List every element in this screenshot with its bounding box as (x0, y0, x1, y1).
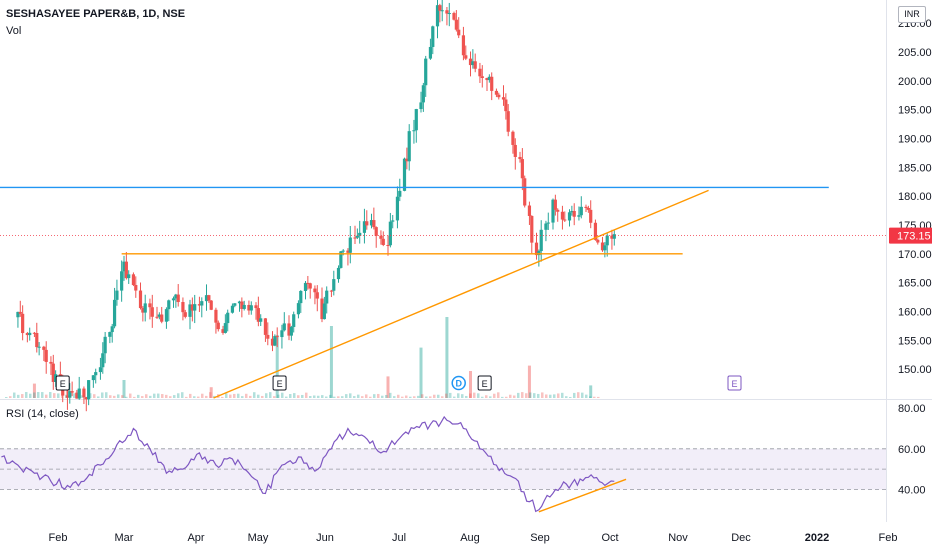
volume-bar (469, 371, 472, 398)
earnings-marker (727, 375, 742, 391)
rsi-line (1, 415, 615, 513)
earnings-marker-label: E (277, 379, 283, 389)
price-tick-label: 160.00 (898, 306, 932, 318)
price-tick-label: 155.00 (898, 335, 932, 347)
earnings-marker (272, 375, 287, 391)
date-tick-label: May (248, 532, 269, 544)
dividend-marker (451, 375, 466, 391)
volume-bar (32, 383, 36, 398)
rsi-legend: RSI (14, close) (6, 408, 79, 420)
volume-bar (445, 317, 449, 398)
volume-baseline (5, 392, 600, 398)
date-tick-label: Jul (392, 532, 406, 544)
volume-bar (527, 365, 531, 398)
price-tick-label: 195.00 (898, 105, 932, 117)
earnings-marker (55, 375, 70, 391)
rsi-tick-label: 40.00 (898, 484, 926, 496)
earnings-marker-label: E (731, 379, 737, 389)
volume-legend: Vol (6, 25, 22, 37)
price-tick-label: 180.00 (898, 191, 932, 203)
earnings-marker-label: E (482, 379, 488, 389)
date-tick-label: Jun (316, 532, 334, 544)
price-tick-label: 170.00 (898, 249, 932, 261)
price-tick-label: 150.00 (898, 364, 932, 376)
date-tick-label: Dec (731, 532, 751, 544)
volume-bar (386, 376, 390, 398)
dividend-marker-label: D (455, 379, 462, 389)
rsi-tick-label: 80.00 (898, 403, 926, 415)
drawing-trendline-2 (213, 189, 709, 399)
date-tick-label: Feb (879, 532, 898, 544)
candles (16, 0, 616, 412)
date-tick-label: Oct (601, 532, 618, 544)
date-tick-label: Apr (187, 532, 204, 544)
date-tick-label: 2022 (805, 532, 829, 544)
volume-bar (209, 387, 213, 398)
date-tick-label: Sep (530, 532, 550, 544)
price-tick-label: 200.00 (898, 76, 932, 88)
price-tick-label: 165.00 (898, 278, 932, 290)
price-tick-label: 185.00 (898, 162, 932, 174)
volume-bar (275, 335, 279, 398)
rsi-tick-label: 60.00 (898, 444, 926, 456)
date-tick-label: Nov (668, 532, 688, 544)
earnings-marker-label: E (60, 379, 66, 389)
date-tick-label: Mar (115, 532, 134, 544)
rsi-trendline-0 (538, 478, 627, 513)
last-price-tag (889, 227, 932, 244)
date-tick-label: Feb (49, 532, 68, 544)
volume-bar (122, 380, 126, 398)
date-tick-label: Aug (460, 532, 480, 544)
price-tick-label: 205.00 (898, 47, 932, 59)
symbol-title[interactable]: SESHASAYEE PAPER&B, 1D, NSE (6, 8, 186, 20)
price-tick-label: 190.00 (898, 133, 932, 145)
currency-badge[interactable]: INR (898, 6, 926, 23)
last-price-label: 173.15 (897, 231, 931, 243)
volume-bar (329, 326, 333, 398)
volume-bar (419, 347, 423, 398)
volume-bar (589, 385, 593, 398)
earnings-marker (477, 375, 492, 391)
